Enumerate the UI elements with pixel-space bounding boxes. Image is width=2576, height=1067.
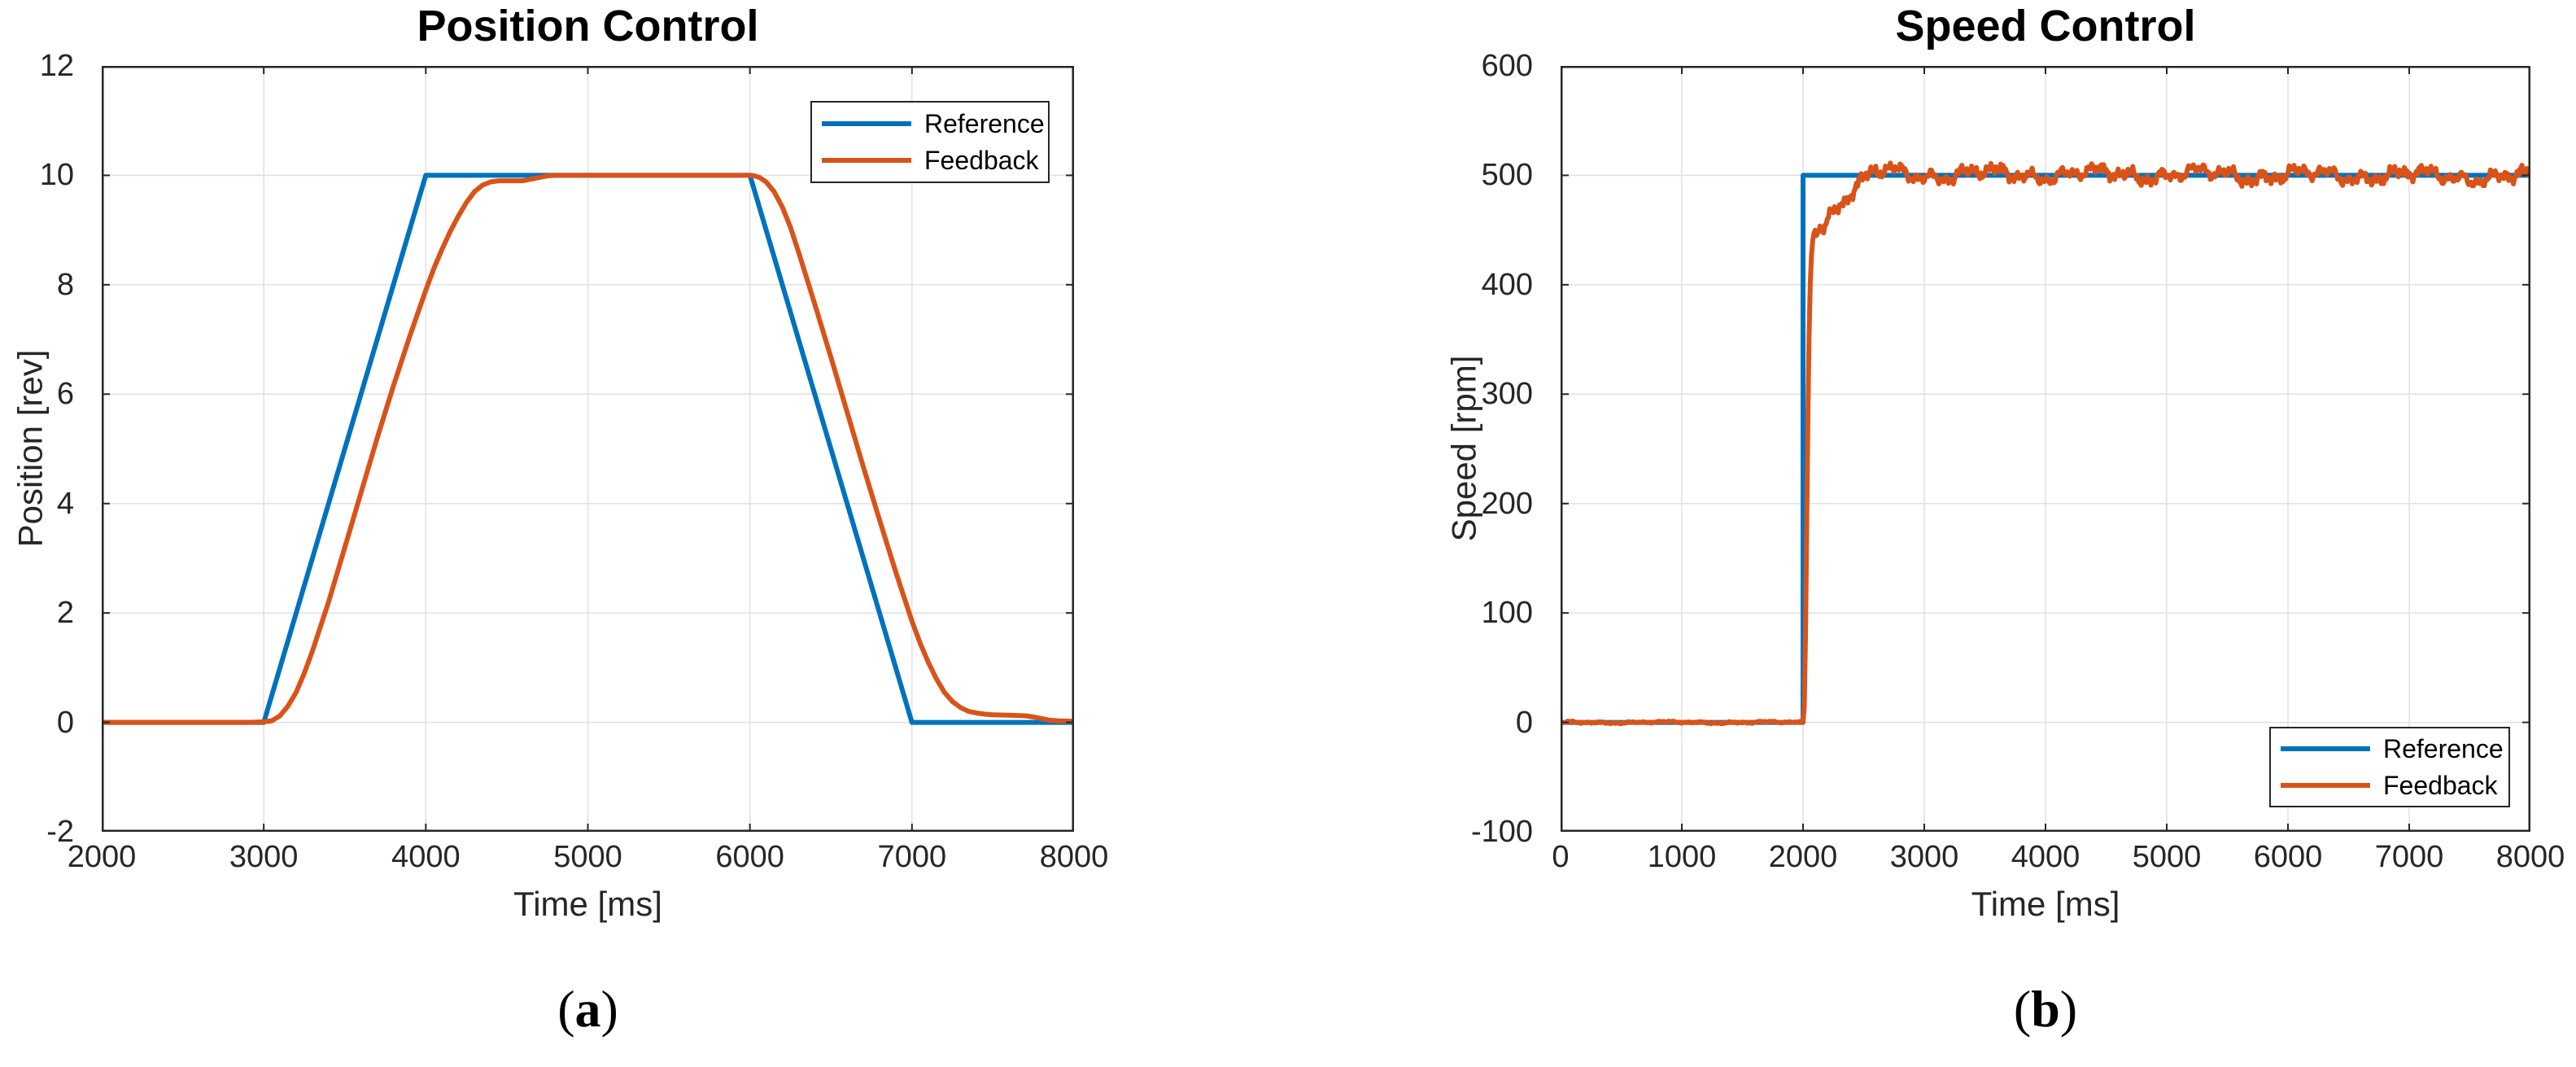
legend-entry-feedback: Feedback — [812, 144, 1048, 177]
y-tick-label: 100 — [1481, 596, 1533, 631]
x-tick-label: 8000 — [2495, 840, 2565, 874]
x-tick-label: 1000 — [1647, 840, 1717, 874]
x-tick-label: 7000 — [877, 840, 947, 874]
legend: Reference Feedback — [810, 101, 1050, 183]
x-tick-label: 4000 — [2011, 840, 2080, 874]
caption-letter: a — [574, 980, 601, 1038]
y-tick-label: 400 — [1481, 267, 1533, 302]
x-tick-label: 0 — [1552, 840, 1570, 874]
x-tick-label: 3000 — [229, 840, 299, 874]
x-tick-label: 5000 — [553, 840, 622, 874]
caption-letter: b — [2031, 980, 2060, 1038]
y-axis-label: Position [rev] — [11, 349, 50, 548]
series-line-feedback — [1561, 160, 2530, 727]
y-tick-label: 10 — [39, 158, 74, 193]
caption-paren: ( — [2013, 980, 2032, 1038]
reference-line-swatch — [822, 120, 911, 126]
x-tick-label: 6000 — [2253, 840, 2323, 874]
y-tick-label: 0 — [56, 705, 74, 740]
x-tick-labels: 0 1000 2000 3000 4000 5000 6000 7000 8000 — [1552, 838, 2565, 877]
feedback-line-swatch — [2281, 783, 2370, 788]
x-tick-label: 2000 — [67, 840, 137, 874]
y-tick-label: 200 — [1481, 486, 1533, 521]
position-plot-canvas — [102, 66, 1074, 832]
y-tick-labels: -2 0 2 4 6 8 10 12 — [0, 49, 88, 849]
legend-entry-reference: Reference — [812, 107, 1048, 140]
x-axis-label: Time [ms] — [1971, 885, 2120, 923]
legend-entry-feedback: Feedback — [2271, 769, 2508, 802]
x-tick-label: 6000 — [715, 840, 784, 874]
caption-paren: ) — [2059, 980, 2078, 1038]
caption-paren: ) — [600, 980, 618, 1038]
series-line-reference — [1561, 173, 2530, 725]
x-tick-label: 2000 — [1768, 840, 1838, 874]
y-tick-label: 12 — [39, 49, 74, 83]
axes-box — [102, 66, 1074, 832]
x-axis-label: Time [ms] — [513, 885, 662, 923]
subfigure-caption-b: (b) — [1561, 977, 2530, 1042]
chart-title: Speed Control — [1895, 2, 2196, 50]
x-tick-label: 3000 — [1889, 840, 1959, 874]
series-line-reference — [102, 173, 1074, 725]
reference-line-swatch — [2281, 746, 2370, 751]
y-tick-label: -2 — [46, 815, 74, 849]
y-tick-label: 0 — [1515, 705, 1533, 740]
y-tick-label: 300 — [1481, 377, 1533, 412]
y-tick-label: 8 — [56, 267, 74, 302]
y-tick-label: 6 — [56, 377, 74, 412]
y-tick-labels: -100 0 100 200 300 400 500 600 — [1459, 49, 1547, 849]
x-tick-label: 8000 — [1039, 840, 1109, 874]
y-tick-label: -100 — [1470, 815, 1533, 849]
subfigure-caption-a: (a) — [102, 977, 1074, 1042]
axes-box — [1561, 66, 2530, 832]
y-axis-label: Speed [rpm] — [1444, 355, 1483, 542]
legend-label: Reference — [2383, 734, 2504, 763]
y-tick-label: 500 — [1481, 158, 1533, 193]
x-tick-label: 4000 — [391, 840, 461, 874]
plot-area: Reference Feedback — [1561, 66, 2530, 832]
caption-paren: ( — [557, 980, 575, 1038]
plot-area: Reference Feedback — [102, 66, 1074, 832]
legend-label: Reference — [924, 108, 1045, 138]
x-tick-labels: 2000 3000 4000 5000 6000 7000 8000 — [68, 838, 1109, 877]
legend: Reference Feedback — [2269, 727, 2510, 807]
legend-label: Feedback — [2383, 771, 2498, 800]
feedback-line-swatch — [822, 158, 911, 164]
legend-entry-reference: Reference — [2271, 732, 2508, 765]
y-tick-label: 600 — [1481, 49, 1533, 83]
y-tick-label: 4 — [56, 486, 74, 521]
chart-title: Position Control — [417, 2, 759, 50]
speed-plot-canvas — [1561, 66, 2530, 832]
x-tick-label: 5000 — [2132, 840, 2202, 874]
series-line-feedback — [102, 173, 1074, 725]
y-tick-label: 2 — [56, 596, 74, 631]
legend-label: Feedback — [924, 146, 1039, 176]
x-tick-label: 7000 — [2374, 840, 2444, 874]
